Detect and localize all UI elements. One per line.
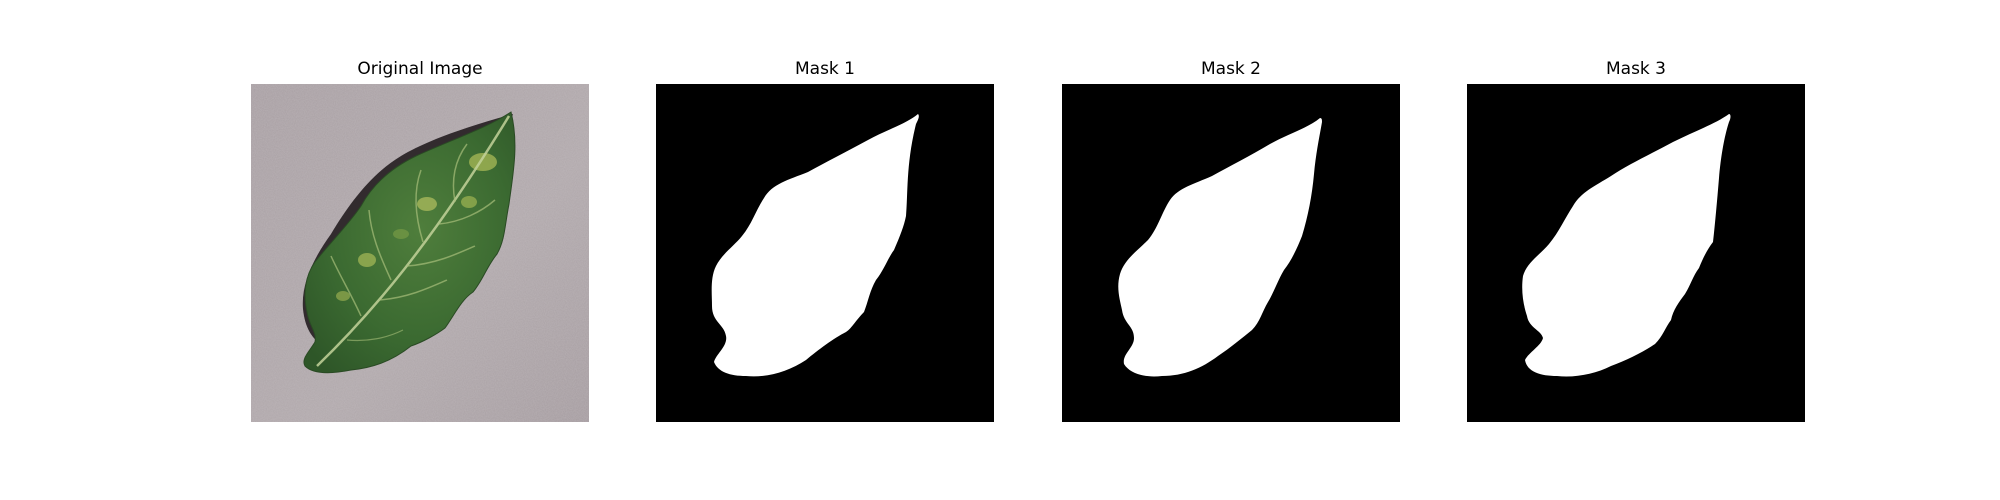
original-leaf-image bbox=[251, 84, 589, 422]
mask-1-image bbox=[656, 84, 994, 422]
panel-title-mask-1: Mask 1 bbox=[794, 59, 855, 79]
panel-title-mask-3: Mask 3 bbox=[1605, 59, 1666, 79]
mask-3-image bbox=[1467, 84, 1805, 422]
panel-title-original-image: Original Image bbox=[357, 59, 483, 79]
panel-title-mask-2: Mask 2 bbox=[1200, 59, 1261, 79]
mask-2-image bbox=[1062, 84, 1400, 422]
